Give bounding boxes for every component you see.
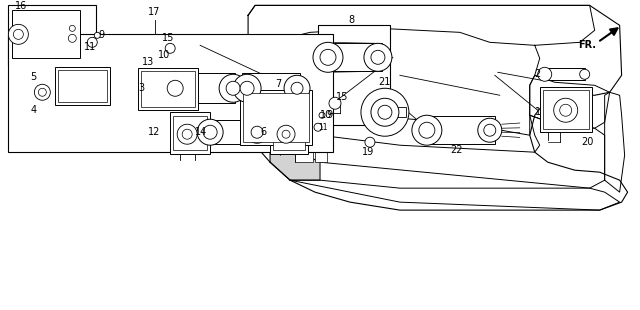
Bar bbox=[242, 73, 300, 103]
Text: 20: 20 bbox=[582, 137, 594, 147]
Circle shape bbox=[284, 75, 310, 101]
Circle shape bbox=[364, 43, 392, 71]
Circle shape bbox=[282, 130, 290, 138]
Bar bbox=[295, 150, 313, 162]
Bar bbox=[207, 120, 259, 144]
Circle shape bbox=[226, 81, 240, 95]
Circle shape bbox=[365, 137, 375, 147]
Circle shape bbox=[560, 104, 572, 116]
Bar bbox=[55, 67, 110, 105]
Bar bbox=[315, 152, 327, 162]
Circle shape bbox=[314, 123, 322, 131]
Text: 4: 4 bbox=[30, 105, 36, 115]
Bar bbox=[170, 112, 210, 154]
Circle shape bbox=[371, 98, 399, 126]
Circle shape bbox=[361, 88, 409, 136]
Text: 17: 17 bbox=[148, 7, 161, 17]
Circle shape bbox=[378, 105, 392, 119]
Text: 5: 5 bbox=[30, 72, 36, 82]
Circle shape bbox=[233, 74, 261, 102]
Circle shape bbox=[197, 119, 223, 145]
Text: 14: 14 bbox=[195, 127, 207, 137]
Polygon shape bbox=[270, 152, 320, 180]
Bar bbox=[540, 87, 591, 132]
Circle shape bbox=[580, 69, 589, 79]
Text: 15: 15 bbox=[336, 92, 348, 102]
Text: 2: 2 bbox=[535, 69, 541, 79]
Circle shape bbox=[203, 125, 217, 139]
Text: 11: 11 bbox=[318, 123, 328, 132]
Text: 8: 8 bbox=[348, 16, 354, 25]
Circle shape bbox=[177, 124, 197, 144]
Text: 9: 9 bbox=[326, 110, 332, 120]
Circle shape bbox=[159, 72, 191, 104]
Text: 15: 15 bbox=[162, 33, 175, 43]
Circle shape bbox=[371, 50, 385, 64]
Circle shape bbox=[291, 82, 303, 94]
Bar bbox=[273, 116, 305, 150]
Circle shape bbox=[87, 37, 97, 47]
Text: 6: 6 bbox=[260, 127, 266, 137]
Bar bbox=[173, 116, 207, 150]
Circle shape bbox=[277, 125, 295, 143]
Circle shape bbox=[35, 84, 51, 100]
Bar bbox=[270, 112, 308, 154]
Text: 7: 7 bbox=[275, 79, 282, 89]
Text: 11: 11 bbox=[84, 42, 97, 52]
Circle shape bbox=[167, 80, 183, 96]
Circle shape bbox=[246, 121, 268, 143]
Text: 19: 19 bbox=[362, 147, 374, 157]
Circle shape bbox=[313, 42, 343, 72]
Circle shape bbox=[320, 49, 336, 65]
Bar bbox=[425, 116, 495, 144]
Circle shape bbox=[38, 88, 46, 96]
Bar bbox=[141, 71, 195, 107]
Bar bbox=[8, 5, 96, 65]
Text: 3: 3 bbox=[138, 83, 145, 93]
Text: 9: 9 bbox=[99, 30, 104, 40]
Bar bbox=[243, 93, 309, 142]
Bar bbox=[543, 90, 589, 129]
Circle shape bbox=[8, 24, 28, 44]
Text: 12: 12 bbox=[148, 127, 161, 137]
Circle shape bbox=[484, 124, 496, 136]
Circle shape bbox=[94, 32, 100, 38]
Text: FR.: FR. bbox=[578, 40, 596, 50]
Bar bbox=[170, 73, 235, 103]
Bar bbox=[545, 68, 585, 80]
Circle shape bbox=[182, 129, 192, 139]
Circle shape bbox=[69, 25, 76, 31]
Circle shape bbox=[13, 29, 24, 39]
Text: 21: 21 bbox=[378, 77, 390, 87]
Bar bbox=[12, 10, 80, 58]
Bar bbox=[326, 43, 382, 71]
Circle shape bbox=[329, 97, 341, 109]
Circle shape bbox=[219, 74, 247, 102]
Circle shape bbox=[412, 115, 442, 145]
Bar bbox=[58, 70, 108, 102]
Circle shape bbox=[251, 126, 263, 138]
Bar bbox=[240, 90, 312, 145]
Text: 1: 1 bbox=[535, 107, 541, 117]
Circle shape bbox=[419, 122, 435, 138]
Circle shape bbox=[68, 34, 76, 42]
Circle shape bbox=[319, 112, 325, 118]
Circle shape bbox=[554, 98, 578, 122]
Text: 22: 22 bbox=[450, 145, 462, 155]
Text: 16: 16 bbox=[15, 1, 28, 11]
Bar bbox=[138, 68, 198, 110]
Text: 10: 10 bbox=[158, 50, 170, 60]
Circle shape bbox=[240, 81, 254, 95]
Text: 13: 13 bbox=[142, 57, 154, 67]
Bar bbox=[8, 34, 333, 152]
Circle shape bbox=[538, 67, 552, 81]
Bar bbox=[318, 25, 390, 125]
Text: 10: 10 bbox=[320, 110, 332, 120]
Circle shape bbox=[165, 43, 175, 53]
Bar bbox=[381, 107, 406, 117]
Circle shape bbox=[478, 118, 502, 142]
